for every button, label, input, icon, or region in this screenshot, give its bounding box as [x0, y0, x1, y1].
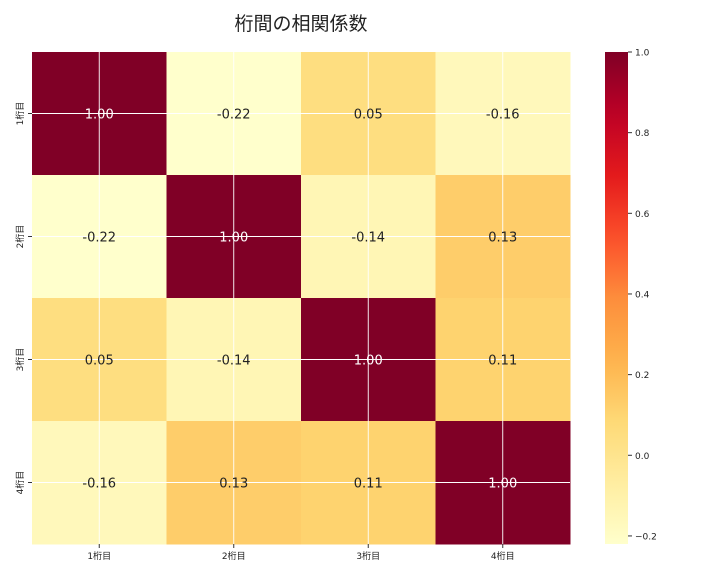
x-tick-label: 3桁目	[356, 550, 380, 562]
x-tick-label: 4桁目	[491, 550, 515, 562]
cell-annotation: 1.00	[488, 477, 517, 492]
cell-annotation: -0.16	[82, 477, 116, 492]
cell-annotation: 0.13	[488, 231, 517, 246]
x-tick-label: 2桁目	[222, 550, 246, 562]
colorbar-tick-label: 0.8	[635, 129, 650, 139]
colorbar-tick-label: 0.2	[635, 371, 649, 381]
colorbar-tick-label: 0.4	[635, 290, 650, 300]
cell-annotation: 0.05	[354, 108, 383, 123]
y-tick-label: 2桁目	[14, 225, 26, 249]
cell-annotation: 0.13	[219, 477, 248, 492]
cell-annotation: 0.05	[85, 354, 114, 369]
y-tick-label: 1桁目	[14, 102, 26, 126]
cell-annotation: 1.00	[354, 354, 383, 369]
colorbar-tick-label: 1.0	[635, 49, 650, 59]
cell-annotation: -0.22	[82, 231, 116, 246]
cell-annotation: 1.00	[219, 231, 248, 246]
cell-annotation: 1.00	[85, 108, 114, 123]
chart-title: 桁間の相関係数	[234, 13, 367, 35]
cell-annotation: 0.11	[488, 354, 517, 369]
cell-annotation: -0.22	[217, 108, 251, 123]
y-tick-label: 3桁目	[14, 348, 26, 372]
cell-annotation: -0.16	[486, 108, 520, 123]
colorbar	[605, 52, 628, 544]
cell-annotation: 0.11	[354, 477, 383, 492]
x-tick-label: 1桁目	[87, 550, 111, 562]
colorbar-tick-label: −0.2	[635, 532, 657, 542]
colorbar-tick-label: 0.0	[635, 452, 650, 462]
y-tick-label: 4桁目	[14, 471, 26, 495]
cell-annotation: -0.14	[217, 354, 251, 369]
colorbar-tick-label: 0.6	[635, 210, 650, 220]
cell-annotation: -0.14	[351, 231, 385, 246]
